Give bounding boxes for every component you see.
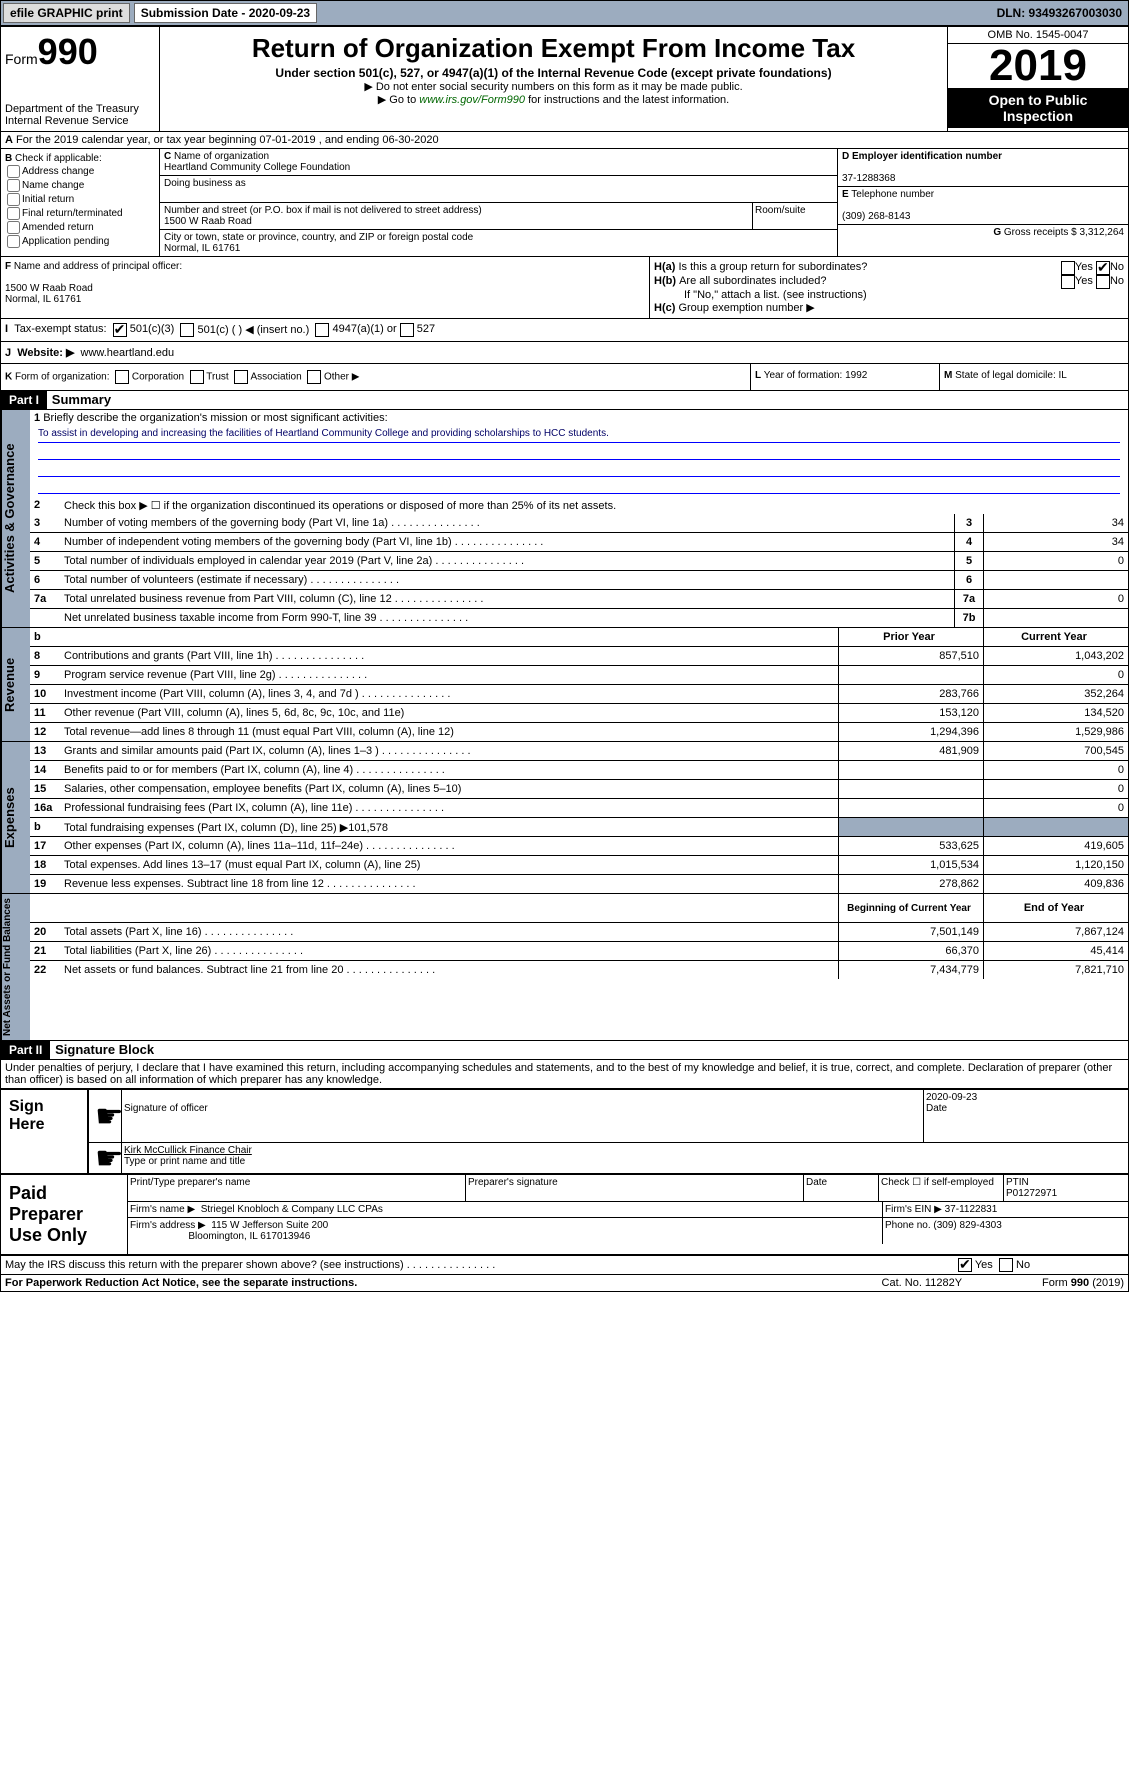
cb-501c[interactable] — [180, 323, 194, 337]
cb-other[interactable] — [307, 370, 321, 384]
org-name: Heartland Community College Foundation — [164, 162, 350, 173]
part-ii-hdr: Part II — [1, 1041, 50, 1059]
header-center: Return of Organization Exempt From Incom… — [160, 27, 947, 131]
sign-block: Sign Here ☛ Signature of officer 2020-09… — [1, 1088, 1128, 1175]
discuss-row: May the IRS discuss this return with the… — [1, 1256, 1128, 1275]
cb-final-return[interactable] — [7, 207, 20, 220]
col-b: B Check if applicable: Address change Na… — [1, 149, 160, 256]
cb-amended[interactable] — [7, 221, 20, 234]
cb-corp[interactable] — [115, 370, 129, 384]
vside-revenue: Revenue — [1, 628, 30, 741]
telephone: (309) 268-8143 — [842, 211, 910, 222]
vside-expenses: Expenses — [1, 742, 30, 893]
cb-4947[interactable] — [315, 323, 329, 337]
cb-initial-return[interactable] — [7, 193, 20, 206]
col-c: C Name of organizationHeartland Communit… — [160, 149, 837, 256]
mission-text: To assist in developing and increasing t… — [38, 428, 1120, 443]
footer: For Paperwork Reduction Act Notice, see … — [1, 1275, 1128, 1291]
hb-no[interactable] — [1096, 275, 1110, 289]
top-bar: efile GRAPHIC print Submission Date - 20… — [0, 0, 1129, 26]
row-m: M State of legal domicile: IL — [940, 364, 1128, 390]
row-k: K Form of organization: Corporation Trus… — [1, 364, 751, 390]
form-title: Return of Organization Exempt From Incom… — [164, 33, 943, 64]
ha-yes[interactable] — [1061, 261, 1075, 275]
cb-527[interactable] — [400, 323, 414, 337]
col-dg: D Employer identification number37-12883… — [837, 149, 1128, 256]
efile-print-btn[interactable]: efile GRAPHIC print — [3, 3, 130, 23]
ha-no[interactable] — [1096, 261, 1110, 275]
col-f: F Name and address of principal officer:… — [1, 257, 650, 318]
hb-yes[interactable] — [1061, 275, 1075, 289]
cb-trust[interactable] — [190, 370, 204, 384]
row-j: J Website: ▶ www.heartland.edu — [1, 342, 1128, 364]
irs-link[interactable]: www.irs.gov/Form990 — [419, 94, 525, 106]
website: www.heartland.edu — [81, 347, 175, 359]
vside-netassets: Net Assets or Fund Balances — [1, 894, 30, 1040]
header-left: Form990 Department of the Treasury Inter… — [1, 27, 160, 131]
perjury-decl: Under penalties of perjury, I declare th… — [1, 1060, 1128, 1088]
header-right: OMB No. 1545-0047 2019 Open to Public In… — [947, 27, 1128, 131]
cb-501c3[interactable] — [113, 323, 127, 337]
discuss-yes[interactable] — [958, 1258, 972, 1272]
row-i: I Tax-exempt status: 501(c)(3) 501(c) ( … — [1, 319, 1128, 342]
cb-name-change[interactable] — [7, 179, 20, 192]
cb-assoc[interactable] — [234, 370, 248, 384]
cb-address-change[interactable] — [7, 165, 20, 178]
dln: DLN: 93493267003030 — [997, 6, 1126, 20]
vside-governance: Activities & Governance — [1, 410, 30, 627]
ein: 37-1288368 — [842, 173, 895, 184]
part-i-hdr: Part I — [1, 391, 47, 409]
preparer-block: Paid Preparer Use Only Print/Type prepar… — [1, 1175, 1128, 1256]
form-990: Form990 Department of the Treasury Inter… — [0, 26, 1129, 1292]
discuss-no[interactable] — [999, 1258, 1013, 1272]
row-a: A For the 2019 calendar year, or tax yea… — [1, 132, 1128, 149]
col-h: H(a) Is this a group return for subordin… — [650, 257, 1128, 318]
submission-date: Submission Date - 2020-09-23 — [134, 3, 317, 23]
row-l: L Year of formation: 1992 — [751, 364, 940, 390]
cb-app-pending[interactable] — [7, 235, 20, 248]
